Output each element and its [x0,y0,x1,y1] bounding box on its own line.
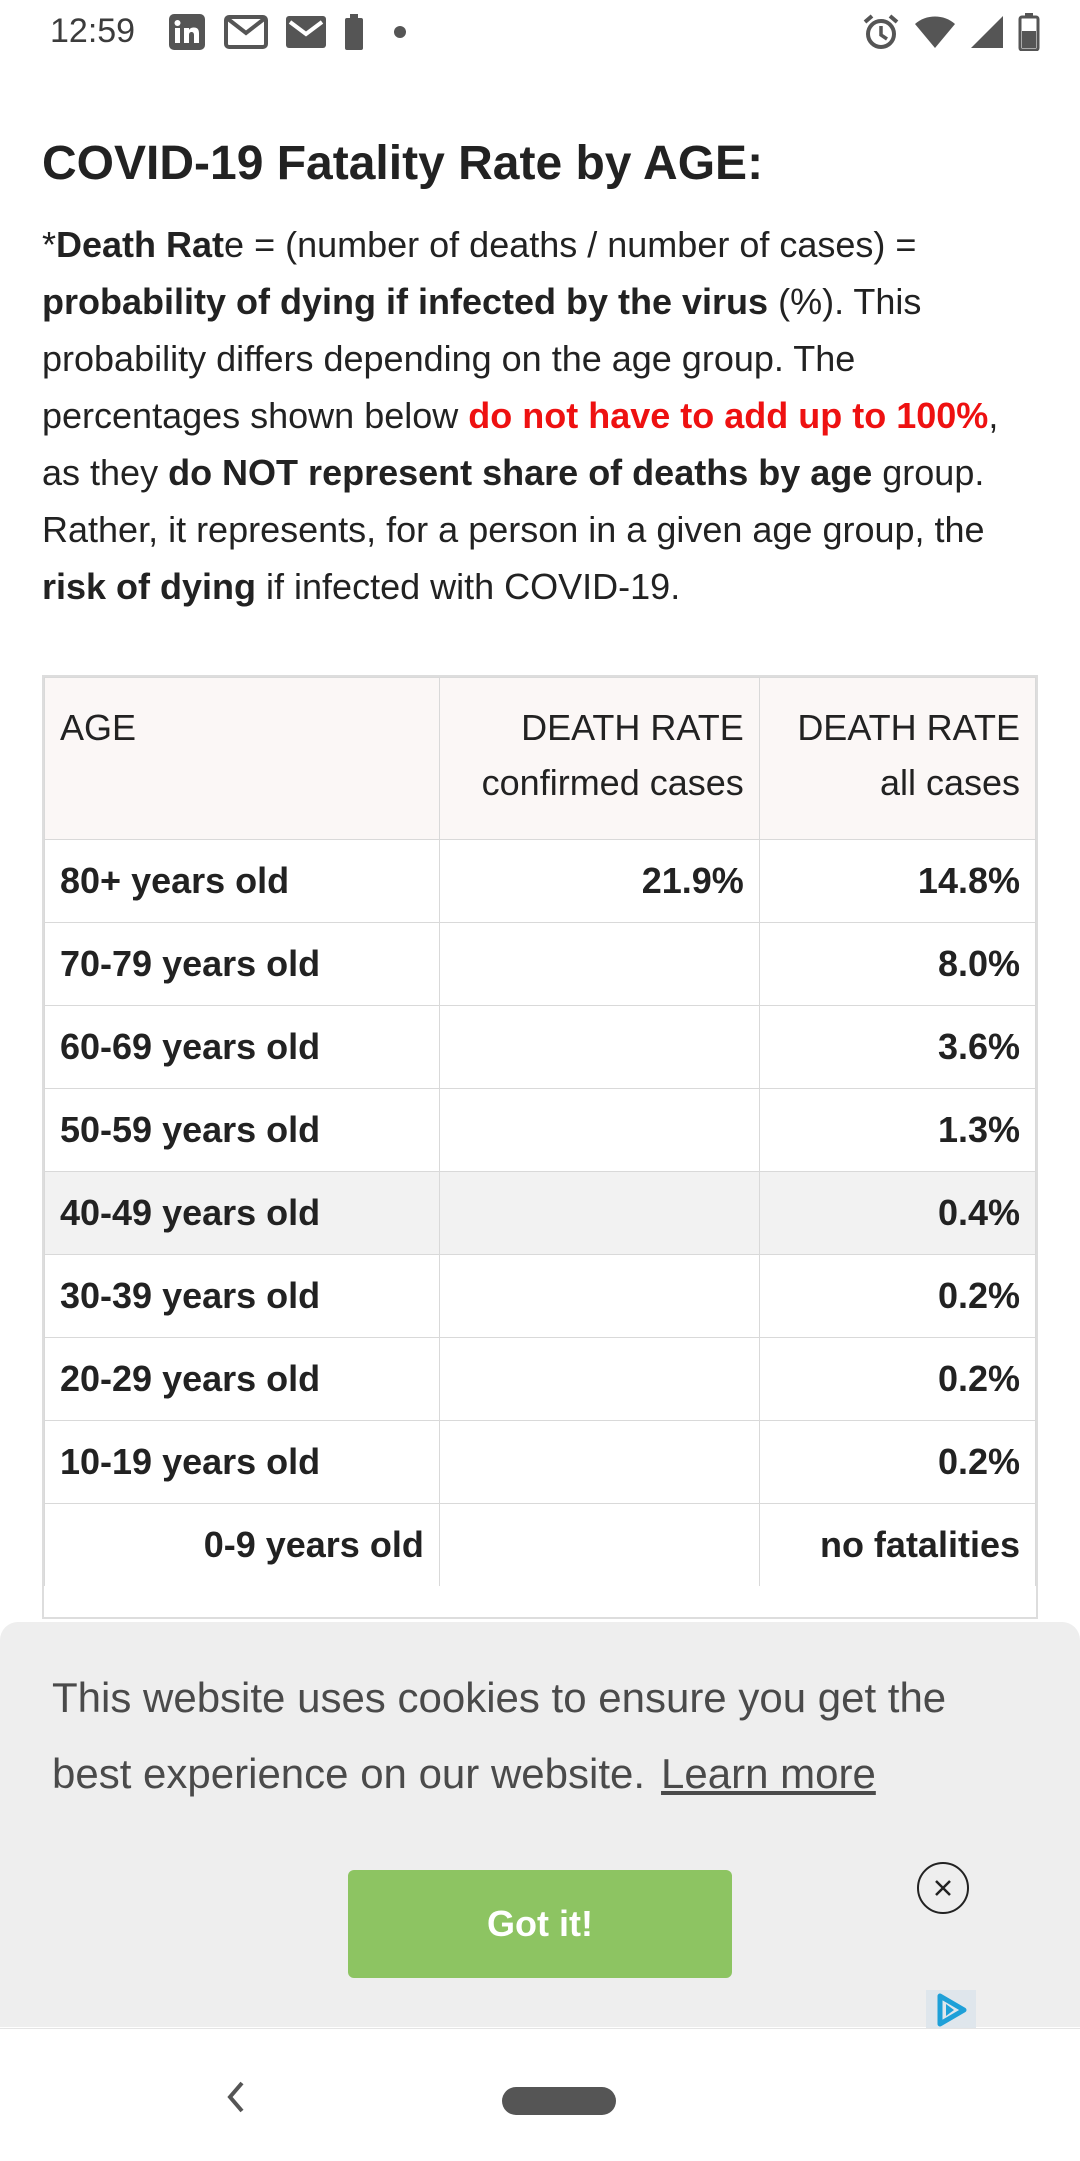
intro-text-4: group. Rather, it represents, for a pers… [42,452,985,550]
cell-age: 40-49 years old [44,1171,440,1255]
intro-text-3: , as they [42,395,999,493]
navigation-bar [0,2028,1080,2161]
cell-confirmed [438,922,760,1006]
cell-age: 80+ years old [44,839,440,923]
cell-confirmed [438,1503,760,1586]
cookie-text: This website uses cookies to ensure you … [52,1674,947,1797]
table-row: 30-39 years old 0.2% [44,1254,1037,1338]
ad-choices-icon[interactable] [926,1990,976,2030]
intro-bold-share: do NOT represent share of deaths by age [168,452,873,493]
header-all-line2: all cases [879,762,1020,803]
cell-confirmed: 21.9% [438,839,760,923]
alarm-icon [862,13,900,56]
battery-saver-icon [344,13,364,55]
battery-icon [1018,12,1040,56]
cell-all: 0.2% [758,1254,1037,1338]
cell-confirmed [438,1171,760,1255]
cell-age: 10-19 years old [44,1420,440,1504]
cell-all: 8.0% [758,922,1037,1006]
cell-age: 20-29 years old [44,1337,440,1421]
cell-all: no fatalities [758,1503,1037,1586]
cell-all: 0.4% [758,1171,1037,1255]
status-time: 12:59 [50,12,136,50]
cell-confirmed [438,1005,760,1089]
wifi-icon [914,15,956,54]
fatality-table-container: AGE DEATH RATE confirmed cases DEATH RATE… [42,675,1038,1619]
intro-bold-probability: probability of dying if infected by the … [42,281,769,322]
intro-bold-risk: risk of dying [42,566,257,607]
dot-icon [382,14,418,55]
table-row: 0-9 years old no fatalities [44,1503,1037,1586]
gmail-icon [224,14,268,54]
table-row: 60-69 years old 3.6% [44,1005,1037,1089]
cell-age: 50-59 years old [44,1088,440,1172]
table-header-row: AGE DEATH RATE confirmed cases DEATH RATE… [44,677,1037,840]
header-age: AGE [44,677,440,840]
table-row: 80+ years old 21.9% 14.8% [44,839,1037,923]
got-it-button[interactable]: Got it! [348,1870,732,1978]
header-confirmed: DEATH RATE confirmed cases [438,677,760,840]
close-icon[interactable] [917,1862,969,1914]
fatality-table: AGE DEATH RATE confirmed cases DEATH RATE… [44,677,1037,1586]
linkedin-icon [168,13,206,56]
cell-all: 3.6% [758,1005,1037,1089]
back-chevron-icon[interactable] [222,2077,252,2122]
header-all-line1: DEATH RATE [797,707,1020,748]
table-row: 40-49 years old 0.4% [44,1171,1037,1255]
header-all: DEATH RATE all cases [758,677,1037,840]
intro-paragraph: *Death Rate = (number of deaths / number… [42,216,1042,615]
notification-icons [168,13,418,56]
status-bar: 12:59 [0,0,1080,66]
intro-text-5: if infected with COVID-19. [256,566,681,607]
learn-more-link[interactable]: Learn more [661,1750,876,1797]
system-icons [862,12,1040,56]
page-title: COVID-19 Fatality Rate by AGE: [42,137,764,190]
cell-age: 30-39 years old [44,1254,440,1338]
cell-age: 60-69 years old [44,1005,440,1089]
header-confirmed-line1: DEATH RATE [521,707,744,748]
intro-red-emphasis: do not have to add up to 100% [468,395,989,436]
cell-confirmed [438,1088,760,1172]
cell-all: 14.8% [758,839,1037,923]
intro-bold-death-rate: Death Rat [56,224,225,265]
table-row: 70-79 years old 8.0% [44,922,1037,1006]
cell-confirmed [438,1337,760,1421]
intro-prefix: * [42,224,57,265]
intro-text-2: (%). This probability differs depending … [42,281,922,436]
home-pill-icon[interactable] [502,2087,616,2115]
signal-icon [970,15,1004,54]
gmail-icon [286,15,326,53]
header-confirmed-line2: confirmed cases [481,762,744,803]
cell-all: 0.2% [758,1337,1037,1421]
cell-confirmed [438,1254,760,1338]
table-row: 10-19 years old 0.2% [44,1420,1037,1504]
table-row: 20-29 years old 0.2% [44,1337,1037,1421]
header-age-label: AGE [60,707,137,748]
cell-all: 1.3% [758,1088,1037,1172]
cookie-banner: This website uses cookies to ensure you … [0,1622,1080,2030]
cookie-message: This website uses cookies to ensure you … [52,1660,1032,1812]
cell-age: 0-9 years old [44,1503,440,1586]
intro-text-1: e = (number of deaths / number of cases)… [224,224,917,265]
table-row: 50-59 years old 1.3% [44,1088,1037,1172]
cell-confirmed [438,1420,760,1504]
cell-age: 70-79 years old [44,922,440,1006]
cell-all: 0.2% [758,1420,1037,1504]
